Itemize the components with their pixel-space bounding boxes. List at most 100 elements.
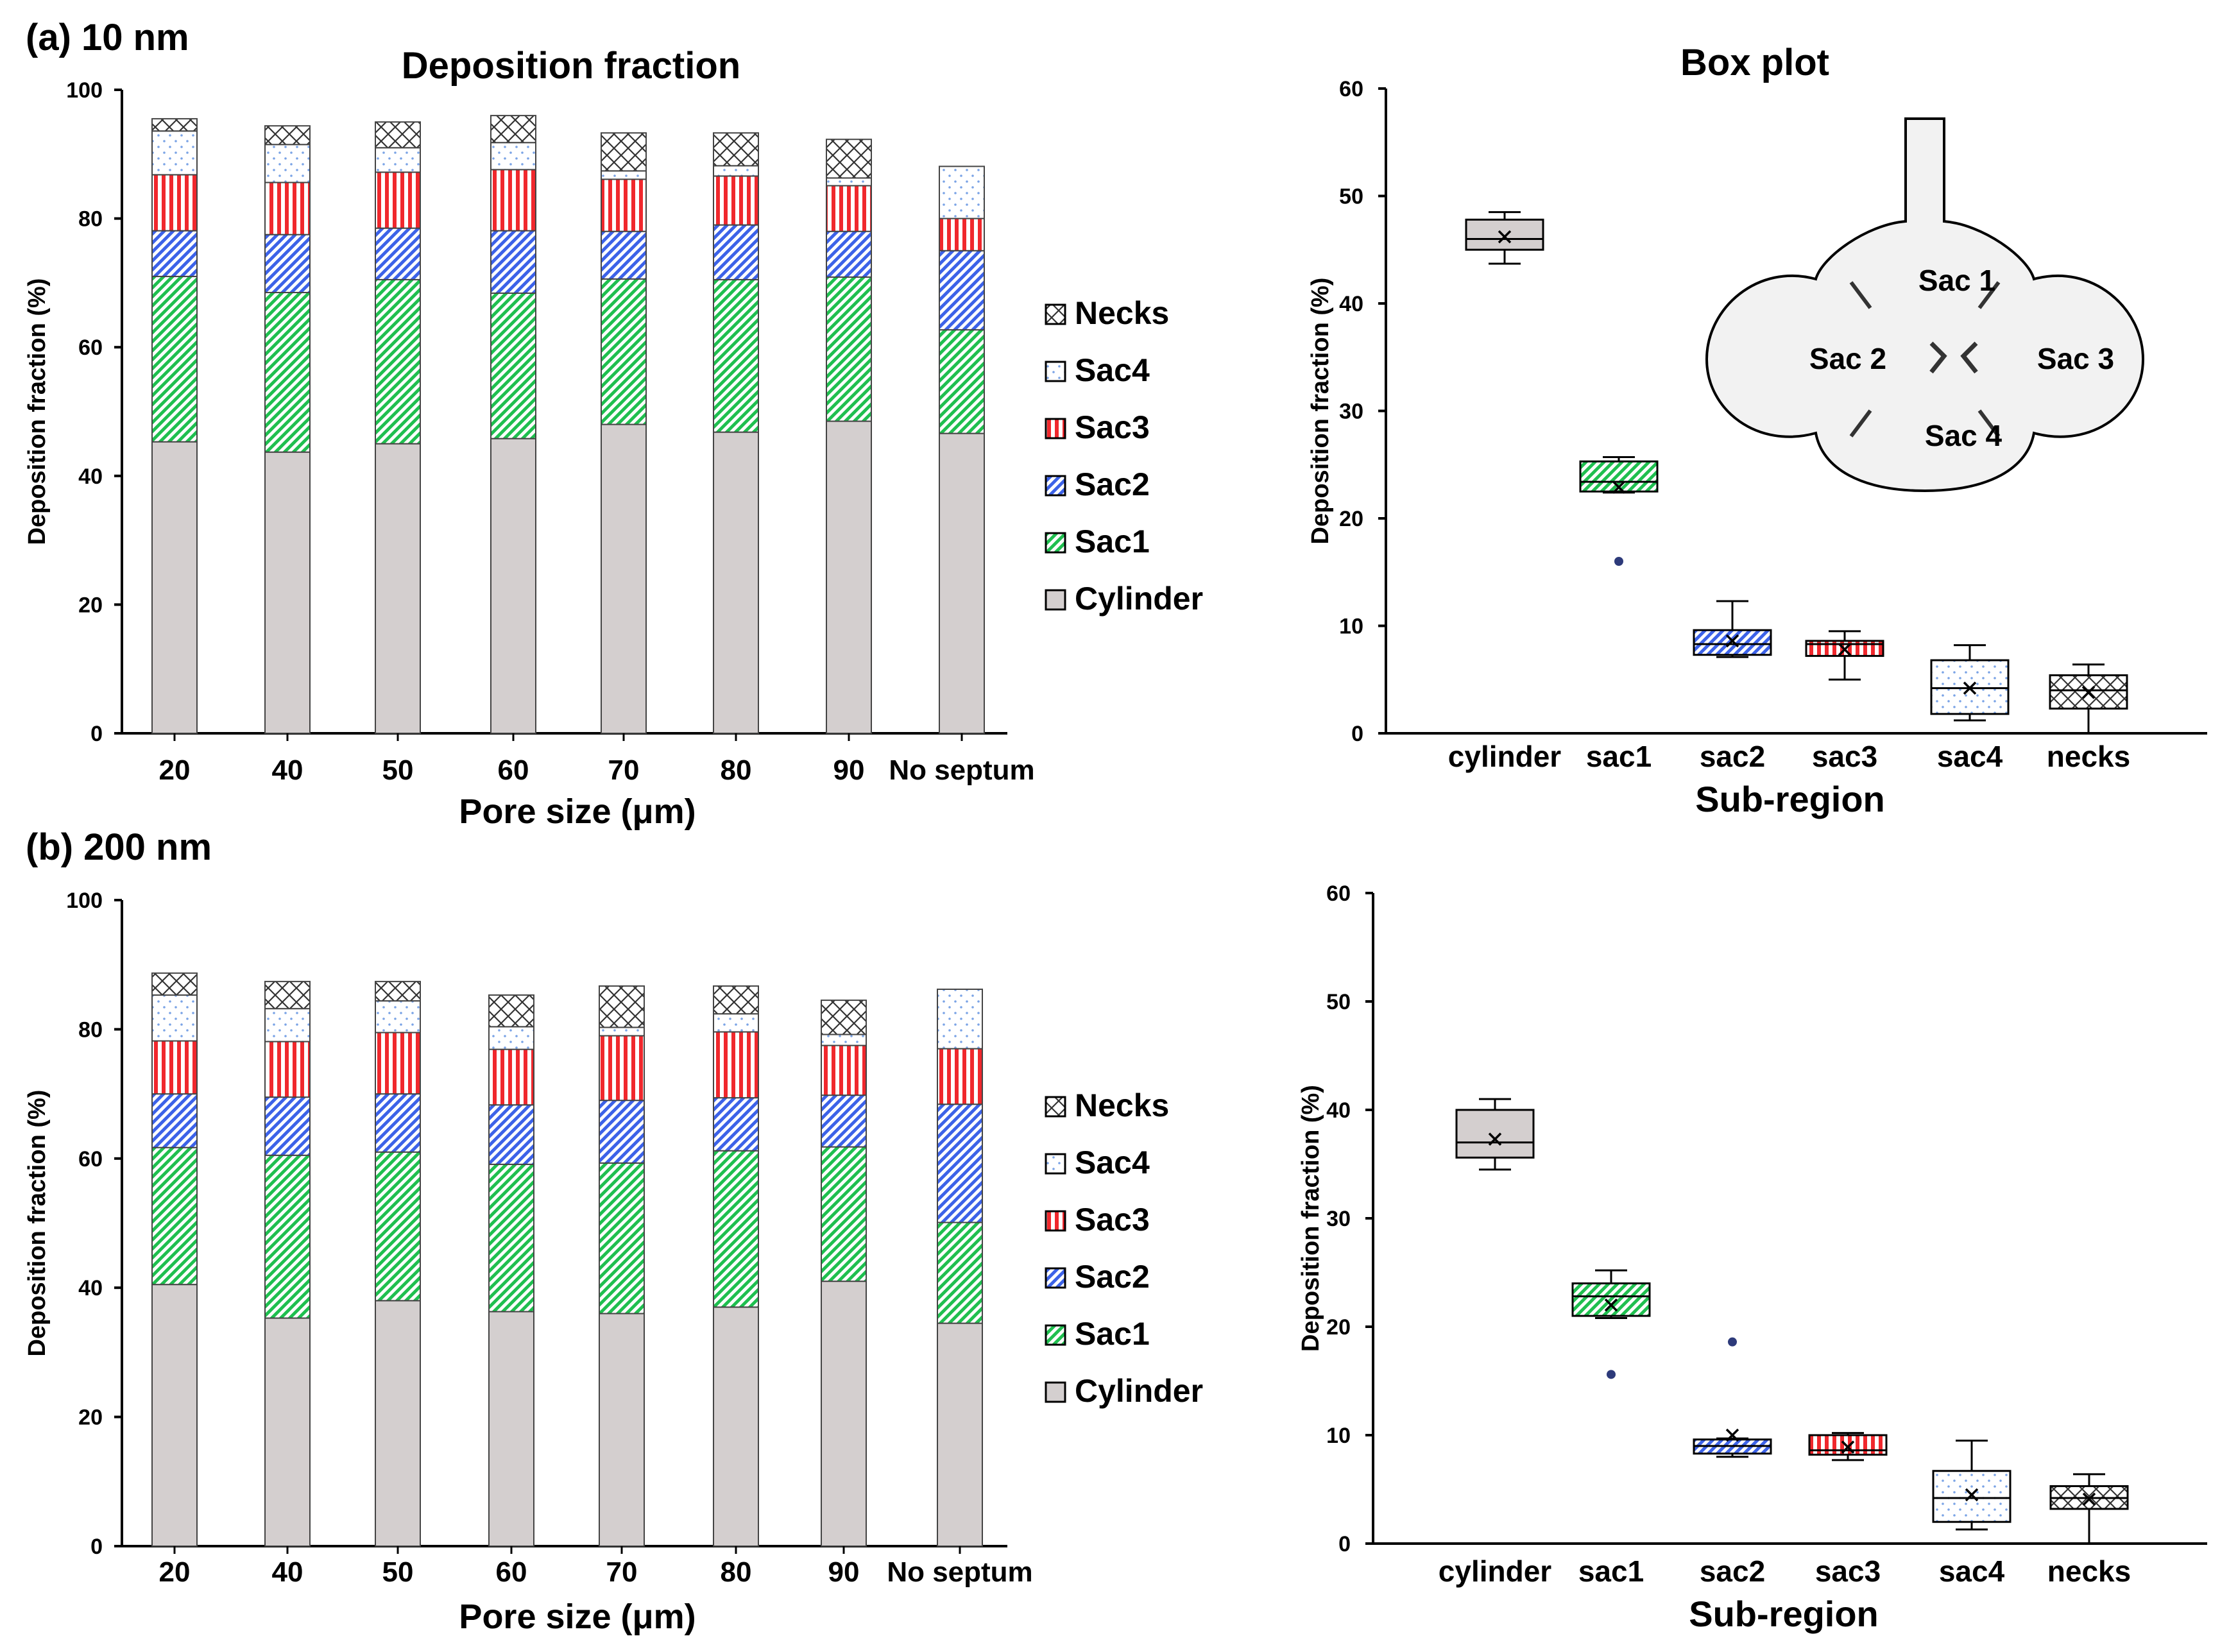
legend-label-cylinder: Cylinder bbox=[1075, 1373, 1203, 1409]
y-tick-label: 100 bbox=[66, 78, 103, 103]
bar-cylinder-3 bbox=[490, 438, 536, 734]
x-axis-label: Sub-region bbox=[1689, 1594, 1879, 1634]
box-sac1 bbox=[1571, 1282, 1651, 1317]
legend-swatch-sac2 bbox=[1045, 475, 1066, 497]
y-tick-label: 40 bbox=[1339, 292, 1363, 316]
bar-sac2-0 bbox=[151, 230, 198, 277]
y-tick-label: 40 bbox=[78, 464, 103, 489]
mean-marker-sac1 bbox=[1604, 1298, 1618, 1312]
bar-sac3-3 bbox=[490, 169, 536, 232]
bar-sac4-3 bbox=[490, 142, 536, 171]
x-tick-label: cylinder bbox=[1448, 740, 1562, 773]
y-tick-label: 60 bbox=[1339, 77, 1363, 101]
bar-necks-0 bbox=[151, 118, 198, 132]
y-tick-label: 0 bbox=[1338, 1532, 1351, 1556]
mean-marker-sac4 bbox=[1963, 681, 1977, 695]
bar-necks-3 bbox=[488, 994, 534, 1028]
bar-cylinder-2 bbox=[375, 1300, 421, 1547]
bar-sac3-0 bbox=[151, 174, 198, 232]
bar-sac4-1 bbox=[264, 144, 311, 183]
legend-swatch-sac4 bbox=[1045, 361, 1066, 382]
bar-sac2-7 bbox=[939, 250, 985, 331]
box-plot-b: 0 10 20 30 40 50 60 cylinder sac1 sac2 sac3 sac4 nec… bbox=[1297, 881, 2207, 1634]
x-tick-label: sac1 bbox=[1586, 740, 1652, 773]
bar-cylinder-4 bbox=[599, 1313, 645, 1547]
bar-sac1-4 bbox=[601, 278, 647, 425]
bar-sac3-7 bbox=[937, 1048, 983, 1105]
legend-swatch-sac3 bbox=[1045, 418, 1066, 439]
bar-sac2-6 bbox=[821, 1094, 867, 1148]
bar-sac4-5 bbox=[713, 165, 759, 177]
mean-marker-necks bbox=[2082, 1492, 2096, 1506]
bar-sac4-4 bbox=[599, 1026, 645, 1037]
x-tick-label: sac3 bbox=[1815, 1554, 1881, 1588]
bar-sac4-1 bbox=[264, 1008, 311, 1043]
panel-label-a: (a) 10 nm bbox=[26, 17, 189, 58]
mean-marker-sac4 bbox=[1965, 1488, 1979, 1502]
x-tick-label: 20 bbox=[159, 1556, 191, 1588]
box-cylinder bbox=[1455, 1109, 1535, 1159]
legend-label-sac1: Sac1 bbox=[1075, 1316, 1150, 1352]
bar-necks-5 bbox=[713, 985, 759, 1015]
bar-necks-1 bbox=[264, 125, 311, 146]
x-tick-label: No septum bbox=[887, 1556, 1032, 1588]
bar-cylinder-0 bbox=[151, 1284, 198, 1547]
bar-sac2-1 bbox=[264, 1096, 311, 1156]
mean-marker-sac3 bbox=[1838, 643, 1852, 656]
legend-swatch-sac3 bbox=[1045, 1210, 1066, 1232]
y-tick-label: 30 bbox=[1339, 400, 1363, 424]
legend-swatch-sac1 bbox=[1045, 1324, 1066, 1346]
mean-marker-sac3 bbox=[1841, 1440, 1855, 1454]
bar-necks-5 bbox=[713, 132, 759, 167]
legend-swatch-sac4 bbox=[1045, 1153, 1066, 1175]
x-tick-label: 90 bbox=[833, 754, 865, 786]
bar-necks-1 bbox=[264, 980, 311, 1010]
legend-label-sac2: Sac2 bbox=[1075, 1259, 1150, 1295]
bar-necks-0 bbox=[151, 972, 198, 996]
bar-cylinder-6 bbox=[821, 1281, 867, 1547]
legend-label-sac2: Sac2 bbox=[1075, 466, 1150, 502]
x-tick-label: 60 bbox=[498, 754, 529, 786]
bar-necks-6 bbox=[821, 1000, 867, 1035]
diagram-septum-center-right bbox=[1960, 341, 1978, 374]
y-tick-label: 0 bbox=[90, 722, 103, 746]
bar-sac3-4 bbox=[601, 178, 647, 232]
bar-sac4-2 bbox=[375, 147, 421, 173]
diagram-septum-upper-right bbox=[1977, 281, 2001, 309]
bar-sac3-2 bbox=[375, 1032, 421, 1095]
y-tick-label: 10 bbox=[1339, 615, 1363, 639]
diagram-septum-center-left bbox=[1929, 341, 1947, 374]
bar-sac3-2 bbox=[375, 171, 421, 229]
y-tick-label: 40 bbox=[1326, 1098, 1351, 1123]
bar-sac1-2 bbox=[375, 278, 421, 445]
box-cylinder bbox=[1465, 218, 1544, 251]
x-tick-label: 40 bbox=[272, 754, 303, 786]
legend-label-necks: Necks bbox=[1075, 1087, 1169, 1123]
y-axis-label: Deposition fraction (%) bbox=[24, 278, 51, 545]
x-tick-label: sac2 bbox=[1700, 740, 1765, 773]
bar-sac1-5 bbox=[713, 278, 759, 433]
bar-sac1-7 bbox=[939, 329, 985, 434]
bar-sac3-7 bbox=[939, 217, 985, 251]
bar-sac2-3 bbox=[490, 230, 536, 294]
diagram-label-sac3: Sac 3 bbox=[2037, 342, 2114, 375]
box-sac4 bbox=[1930, 659, 2010, 715]
bar-sac3-1 bbox=[264, 1041, 311, 1098]
legend-label-sac4: Sac4 bbox=[1075, 1145, 1150, 1180]
y-tick-label: 20 bbox=[78, 593, 103, 617]
mean-marker-cylinder bbox=[1488, 1132, 1502, 1146]
bar-necks-4 bbox=[601, 132, 647, 172]
legend-label-cylinder: Cylinder bbox=[1075, 581, 1203, 617]
y-tick-label: 20 bbox=[1339, 507, 1363, 531]
y-tick-label: 20 bbox=[1326, 1315, 1351, 1340]
bar-cylinder-4 bbox=[601, 423, 647, 734]
y-tick-label: 60 bbox=[1326, 881, 1351, 906]
legend-label-necks: Necks bbox=[1075, 295, 1169, 331]
bar-cylinder-3 bbox=[488, 1311, 534, 1547]
bar-sac1-0 bbox=[151, 275, 198, 443]
legend-swatch-cylinder bbox=[1045, 1381, 1066, 1403]
legend-swatch-necks bbox=[1045, 303, 1066, 325]
bar-sac2-0 bbox=[151, 1093, 198, 1148]
x-tick-label: sac3 bbox=[1812, 740, 1877, 773]
